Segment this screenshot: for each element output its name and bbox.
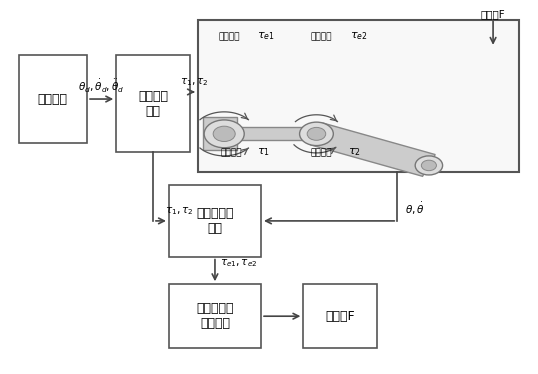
Bar bbox=[116, 55, 190, 152]
Text: 接触力F: 接触力F bbox=[325, 310, 355, 323]
Text: $\tau_1$: $\tau_1$ bbox=[257, 147, 270, 159]
Bar bbox=[224, 127, 316, 141]
Text: $\tau_1,\tau_2$: $\tau_1,\tau_2$ bbox=[180, 77, 208, 88]
Circle shape bbox=[307, 128, 325, 140]
Text: $\tau_{e2}$: $\tau_{e2}$ bbox=[350, 30, 367, 42]
Text: 机器人力雅
克比矩阵: 机器人力雅 克比矩阵 bbox=[196, 302, 233, 330]
Bar bbox=[169, 284, 261, 348]
Circle shape bbox=[415, 156, 443, 175]
Text: 接触力矩: 接触力矩 bbox=[311, 32, 332, 41]
Bar bbox=[169, 185, 261, 257]
Text: 接触力矩: 接触力矩 bbox=[219, 32, 240, 41]
Bar bbox=[203, 117, 237, 150]
Text: $\tau_{e1}$: $\tau_{e1}$ bbox=[257, 30, 275, 42]
Bar bbox=[198, 20, 519, 172]
Polygon shape bbox=[310, 123, 435, 176]
Circle shape bbox=[300, 122, 334, 145]
Circle shape bbox=[204, 120, 244, 148]
Text: $\theta_d,\dot{\theta}_d,\ddot{\theta}_d$: $\theta_d,\dot{\theta}_d,\ddot{\theta}_d… bbox=[79, 79, 125, 95]
Bar bbox=[303, 284, 377, 348]
Text: $\tau_{e1},\tau_{e2}$: $\tau_{e1},\tau_{e2}$ bbox=[220, 257, 258, 269]
Text: 驱动力矩: 驱动力矩 bbox=[311, 149, 332, 158]
Circle shape bbox=[213, 126, 235, 141]
Text: 接触力F: 接触力F bbox=[481, 9, 505, 19]
Text: $\theta,\dot{\theta}$: $\theta,\dot{\theta}$ bbox=[405, 200, 425, 217]
Circle shape bbox=[421, 160, 436, 171]
Text: $\tau_2$: $\tau_2$ bbox=[348, 147, 361, 159]
Text: 轨迹规划: 轨迹规划 bbox=[38, 92, 68, 105]
Text: 机器人控
制器: 机器人控 制器 bbox=[138, 90, 168, 117]
Text: 接触力矩观
测器: 接触力矩观 测器 bbox=[196, 207, 233, 235]
Text: 驱动力矩: 驱动力矩 bbox=[220, 149, 242, 158]
Text: $\tau_1,\tau_2$: $\tau_1,\tau_2$ bbox=[165, 205, 194, 217]
Bar bbox=[18, 55, 87, 143]
